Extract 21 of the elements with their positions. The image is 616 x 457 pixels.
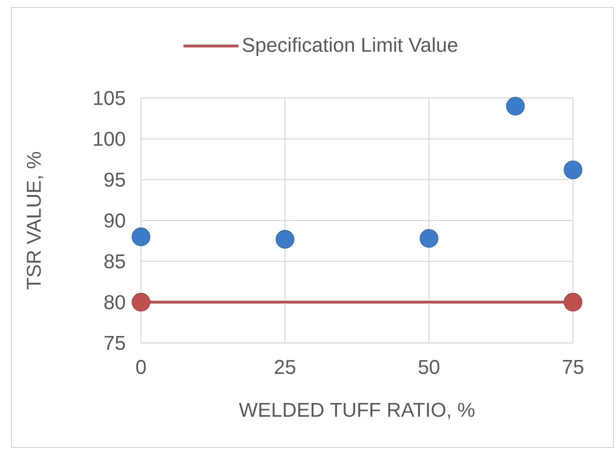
point — [564, 292, 582, 312]
x-tick-label: 0 — [136, 360, 146, 374]
x-tick-label: 25 — [274, 360, 296, 374]
y-tick-label: 80 — [104, 295, 126, 310]
y-tick-label: 85 — [104, 254, 125, 268]
point — [132, 292, 150, 312]
point — [564, 160, 582, 180]
y-tick-label: 90 — [104, 213, 126, 228]
y-tick-label: 75 — [104, 336, 125, 350]
x-axis-title: WELDED TUFF RATIO, % — [238, 402, 474, 420]
x-tick-label: 50 — [418, 360, 440, 374]
point — [506, 96, 525, 116]
y-tick-label: 105 — [94, 90, 125, 106]
x-tick-label: 75 — [562, 360, 584, 374]
y-axis-title: TSR VALUE, % — [26, 152, 44, 290]
legend-label: Specification Limit Value — [242, 37, 458, 56]
y-tick-label: 95 — [104, 172, 125, 187]
point — [420, 229, 438, 248]
y-tick-label: 100 — [94, 132, 126, 146]
point — [132, 228, 150, 246]
point — [276, 230, 294, 249]
